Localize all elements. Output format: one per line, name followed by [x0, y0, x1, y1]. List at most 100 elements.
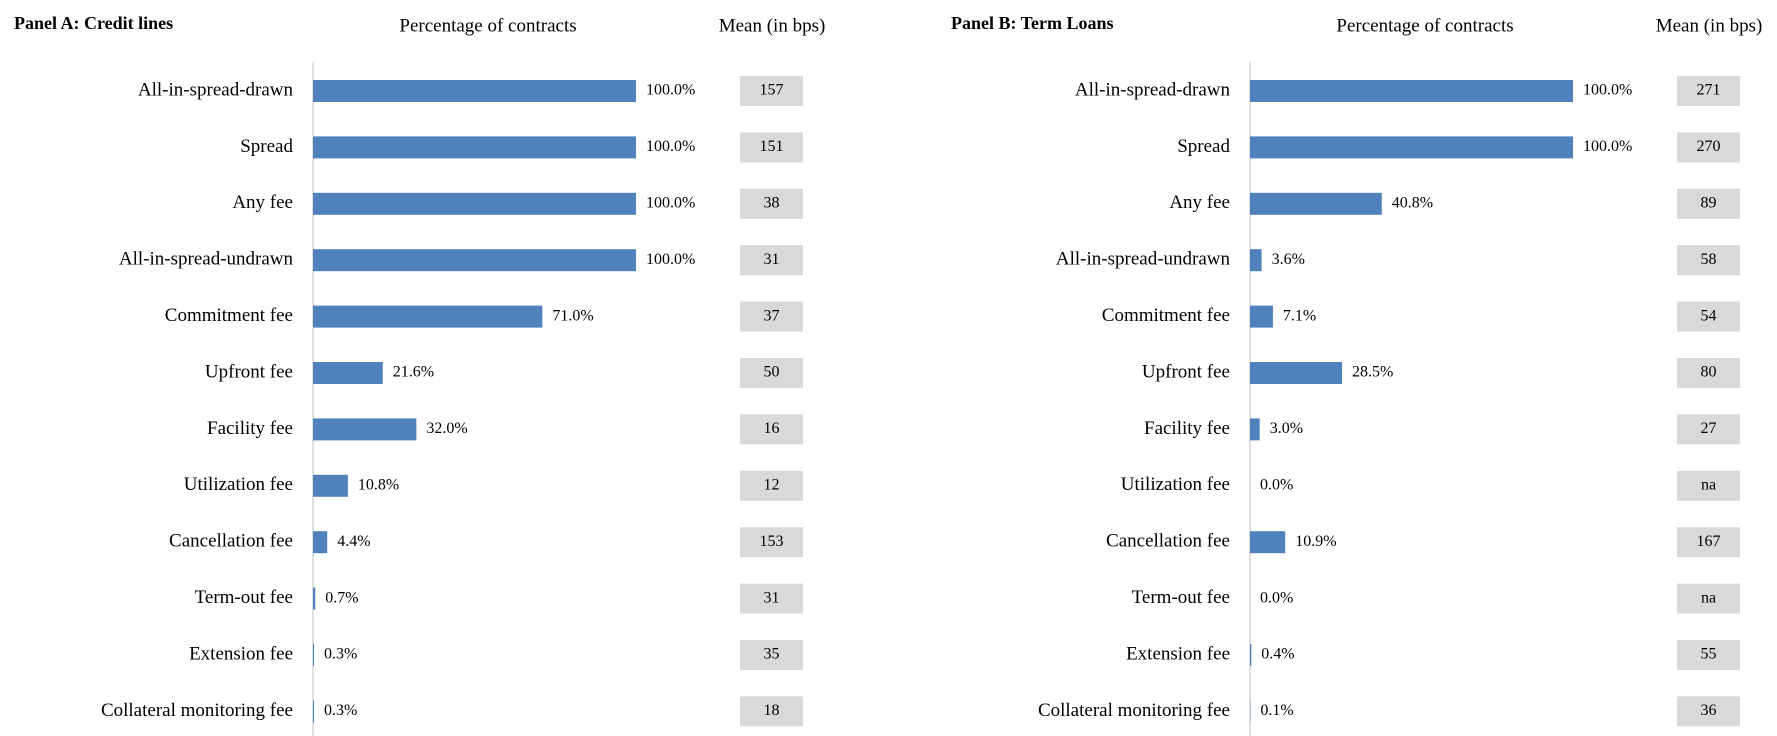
category-label: Collateral monitoring fee	[1038, 700, 1230, 721]
bar	[313, 362, 383, 384]
value-label: 100.0%	[646, 82, 695, 99]
value-label: 71.0%	[552, 307, 593, 324]
category-label: Spread	[1177, 136, 1230, 157]
panel-title: Panel B: Term Loans	[951, 13, 1114, 33]
value-label: 28.5%	[1352, 364, 1393, 381]
bar	[1250, 136, 1573, 159]
bar	[313, 474, 348, 497]
mean-value: 157	[760, 82, 784, 99]
mean-value: 50	[764, 364, 780, 381]
category-label: Collateral monitoring fee	[101, 700, 293, 721]
bar	[1250, 644, 1252, 666]
category-label: Utilization fee	[184, 474, 293, 495]
value-label: 100.0%	[646, 138, 695, 155]
value-label: 100.0%	[646, 194, 695, 211]
category-label: Utilization fee	[1121, 474, 1230, 495]
mean-box	[1677, 696, 1740, 727]
mean-value: 55	[1701, 646, 1717, 663]
category-label: Facility fee	[207, 418, 293, 439]
mean-value: 18	[764, 702, 780, 719]
mean-value: 12	[764, 476, 780, 493]
bar	[313, 700, 314, 723]
mean-value: 153	[760, 533, 784, 550]
mean-box	[740, 527, 803, 558]
mean-box	[740, 414, 803, 445]
value-label: 100.0%	[646, 251, 695, 268]
value-label: 3.6%	[1272, 251, 1305, 268]
category-label: Extension fee	[189, 643, 293, 664]
mean-value: 37	[764, 307, 780, 324]
category-label: Spread	[240, 136, 293, 157]
category-label: All-in-spread-undrawn	[1056, 249, 1231, 270]
category-label: Commitment fee	[165, 305, 293, 326]
mean-box	[1677, 527, 1740, 558]
mean-value: 27	[1701, 420, 1717, 437]
mean-value: 80	[1701, 364, 1717, 381]
bar	[313, 531, 328, 554]
mean-title: Mean (in bps)	[719, 15, 826, 36]
category-label: Extension fee	[1126, 643, 1230, 664]
bar	[313, 192, 636, 215]
mean-box	[740, 640, 803, 670]
mean-value: 58	[1701, 251, 1717, 268]
category-label: Term-out fee	[1132, 587, 1230, 608]
mean-box	[1677, 301, 1740, 332]
axis-title: Percentage of contracts	[1336, 15, 1513, 36]
category-label: Term-out fee	[195, 587, 293, 608]
category-label: All-in-spread-undrawn	[119, 249, 294, 270]
category-label: Commitment fee	[1102, 305, 1230, 326]
value-label: 21.6%	[393, 364, 434, 381]
category-label: Any fee	[232, 192, 293, 213]
mean-value: 36	[1701, 702, 1717, 719]
value-label: 100.0%	[1583, 82, 1632, 99]
mean-box	[1677, 132, 1740, 163]
mean-box	[1677, 414, 1740, 445]
mean-value: 54	[1701, 307, 1717, 324]
bar	[1250, 305, 1273, 328]
bar	[313, 418, 417, 441]
mean-value: 167	[1697, 533, 1721, 550]
mean-box	[1677, 76, 1740, 106]
value-label: 0.0%	[1260, 589, 1293, 606]
mean-value: 16	[764, 420, 780, 437]
bar	[1250, 418, 1260, 441]
bar	[1250, 192, 1382, 215]
mean-value: 31	[764, 251, 780, 268]
mean-box	[740, 470, 803, 501]
value-label: 0.0%	[1260, 476, 1293, 493]
mean-title: Mean (in bps)	[1656, 15, 1763, 36]
mean-box	[1677, 358, 1740, 388]
mean-box	[740, 188, 803, 219]
mean-box	[740, 301, 803, 332]
value-label: 4.4%	[337, 533, 370, 550]
category-label: All-in-spread-drawn	[138, 79, 294, 100]
bar	[1250, 362, 1343, 384]
bar	[313, 249, 636, 272]
bar	[313, 587, 316, 610]
mean-value: 151	[760, 138, 784, 155]
bar	[313, 136, 636, 159]
mean-box	[740, 76, 803, 106]
mean-box	[1677, 470, 1740, 501]
value-label: 100.0%	[1583, 138, 1632, 155]
bar	[1250, 531, 1286, 554]
value-label: 0.3%	[324, 702, 357, 719]
value-label: 3.0%	[1270, 420, 1303, 437]
mean-box	[1677, 188, 1740, 219]
axis-title: Percentage of contracts	[399, 15, 576, 36]
category-label: Upfront fee	[205, 361, 293, 382]
category-label: Cancellation fee	[1106, 531, 1230, 552]
mean-box	[1677, 640, 1740, 670]
bar	[313, 80, 636, 102]
mean-box	[1677, 583, 1740, 614]
value-label: 10.9%	[1295, 533, 1336, 550]
mean-value: 270	[1697, 138, 1721, 155]
bar	[1250, 249, 1262, 272]
mean-box	[740, 583, 803, 614]
category-label: Upfront fee	[1142, 361, 1230, 382]
bar	[313, 644, 314, 666]
mean-box	[740, 358, 803, 388]
bar	[313, 305, 543, 328]
mean-value: na	[1701, 589, 1716, 606]
